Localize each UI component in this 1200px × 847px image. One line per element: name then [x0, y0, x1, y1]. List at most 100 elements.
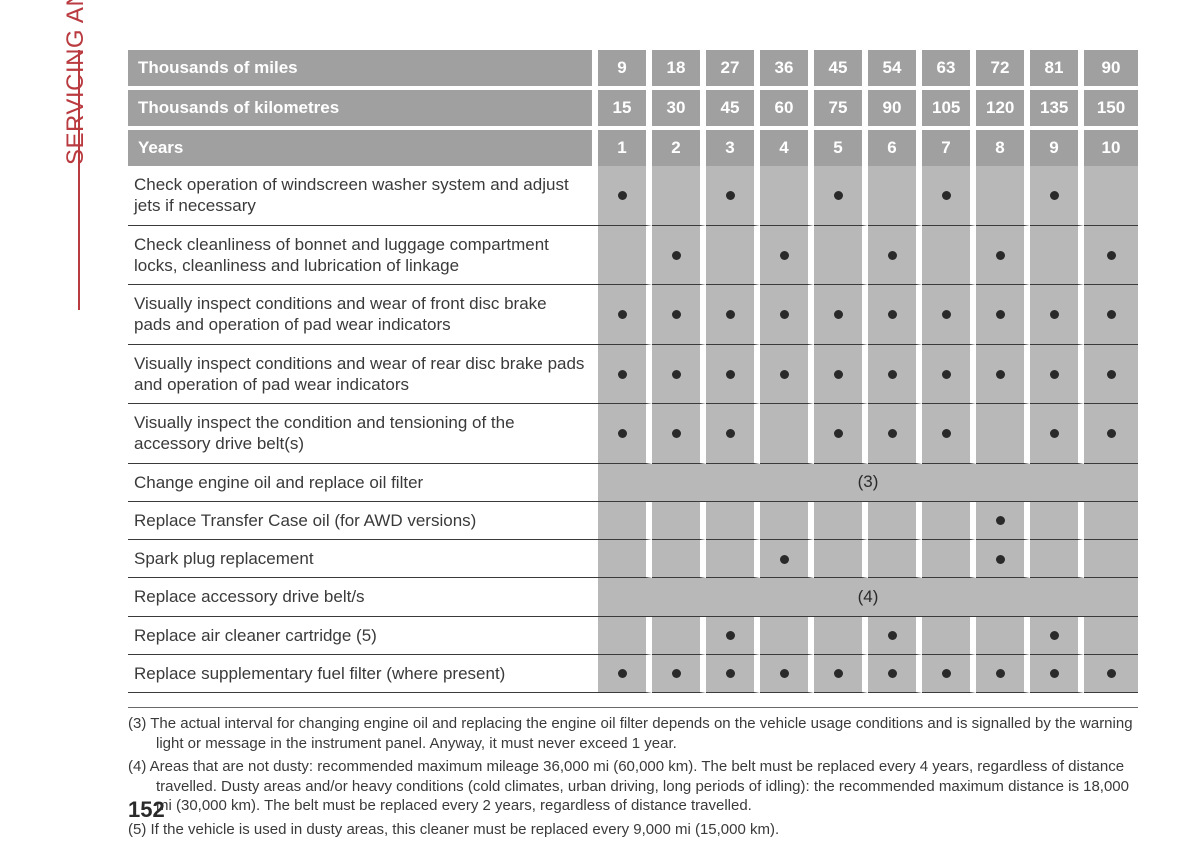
dot-icon: [618, 310, 627, 319]
table-header-value: 10: [1084, 126, 1138, 166]
service-mark-cell: [706, 502, 760, 540]
service-mark-cell: [922, 404, 976, 464]
service-mark-cell: [814, 617, 868, 655]
service-mark-cell: [976, 540, 1030, 578]
dot-icon: [780, 310, 789, 319]
service-mark-cell: [598, 285, 652, 345]
dot-icon: [780, 555, 789, 564]
service-mark-cell: [1084, 345, 1138, 405]
service-mark-cell: [814, 655, 868, 693]
table-header-row: Years12345678910: [128, 126, 1138, 166]
service-mark-cell: [868, 502, 922, 540]
service-mark-cell: [1030, 226, 1084, 286]
service-mark-cell: [922, 285, 976, 345]
service-mark-cell: [814, 404, 868, 464]
service-schedule-table: Thousands of miles9182736455463728190Tho…: [128, 50, 1138, 693]
service-item-label: Check operation of windscreen washer sys…: [128, 166, 598, 226]
table-row: Visually inspect the condition and tensi…: [128, 404, 1138, 464]
dot-icon: [942, 429, 951, 438]
service-mark-cell: [868, 285, 922, 345]
service-mark-cell: [922, 226, 976, 286]
page-content: Thousands of miles9182736455463728190Tho…: [128, 50, 1138, 843]
dot-icon: [726, 191, 735, 200]
dot-icon: [996, 669, 1005, 678]
service-mark-cell: [652, 540, 706, 578]
dot-icon: [726, 310, 735, 319]
dot-icon: [780, 370, 789, 379]
footnote: (5) If the vehicle is used in dusty area…: [128, 820, 1138, 840]
service-mark-cell: [922, 655, 976, 693]
service-mark-cell: [706, 285, 760, 345]
service-mark-cell: [1030, 345, 1084, 405]
service-item-label: Replace supplementary fuel filter (where…: [128, 655, 598, 693]
dot-icon: [672, 370, 681, 379]
service-item-label: Spark plug replacement: [128, 540, 598, 578]
service-mark-cell: [922, 502, 976, 540]
service-mark-cell: [706, 226, 760, 286]
table-header-value: 9: [598, 50, 652, 86]
service-mark-cell: [868, 345, 922, 405]
service-mark-cell: [652, 226, 706, 286]
table-header-value: 36: [760, 50, 814, 86]
service-mark-cell: [1030, 404, 1084, 464]
dot-icon: [726, 631, 735, 640]
service-mark-cell: [868, 540, 922, 578]
service-mark-cell: [760, 617, 814, 655]
service-mark-cell: [652, 655, 706, 693]
table-header-value: 81: [1030, 50, 1084, 86]
table-header-value: 7: [922, 126, 976, 166]
dot-icon: [996, 370, 1005, 379]
dot-icon: [1050, 429, 1059, 438]
table-row: Replace supplementary fuel filter (where…: [128, 655, 1138, 693]
service-note-span: (3): [598, 464, 1138, 502]
dot-icon: [1107, 669, 1116, 678]
dot-icon: [1050, 191, 1059, 200]
dot-icon: [942, 310, 951, 319]
table-header-value: 135: [1030, 86, 1084, 126]
service-mark-cell: [706, 655, 760, 693]
dot-icon: [672, 251, 681, 260]
service-mark-cell: [976, 404, 1030, 464]
service-mark-cell: [1030, 540, 1084, 578]
service-mark-cell: [652, 617, 706, 655]
service-mark-cell: [598, 540, 652, 578]
table-header-value: 45: [814, 50, 868, 86]
service-item-label: Visually inspect the condition and tensi…: [128, 404, 598, 464]
service-note-span: (4): [598, 578, 1138, 616]
dot-icon: [888, 310, 897, 319]
service-mark-cell: [652, 166, 706, 226]
table-header-value: 5: [814, 126, 868, 166]
table-header-value: 3: [706, 126, 760, 166]
service-item-label: Replace air cleaner cartridge (5): [128, 617, 598, 655]
table-header-value: 9: [1030, 126, 1084, 166]
service-mark-cell: [706, 345, 760, 405]
dot-icon: [996, 555, 1005, 564]
dot-icon: [672, 669, 681, 678]
service-mark-cell: [598, 617, 652, 655]
table-row: Change engine oil and replace oil filter…: [128, 464, 1138, 502]
service-mark-cell: [1084, 285, 1138, 345]
service-item-label: Check cleanliness of bonnet and luggage …: [128, 226, 598, 286]
dot-icon: [834, 370, 843, 379]
table-header-value: 60: [760, 86, 814, 126]
service-mark-cell: [976, 285, 1030, 345]
table-header-value: 105: [922, 86, 976, 126]
dot-icon: [1107, 429, 1116, 438]
service-mark-cell: [976, 617, 1030, 655]
dot-icon: [942, 669, 951, 678]
table-row: Replace accessory drive belt/s(4): [128, 578, 1138, 616]
dot-icon: [618, 370, 627, 379]
table-header-value: 45: [706, 86, 760, 126]
dot-icon: [888, 669, 897, 678]
dot-icon: [996, 251, 1005, 260]
table-row: Check cleanliness of bonnet and luggage …: [128, 226, 1138, 286]
table-row: Replace Transfer Case oil (for AWD versi…: [128, 502, 1138, 540]
table-header-value: 30: [652, 86, 706, 126]
service-mark-cell: [1084, 166, 1138, 226]
table-header-value: 63: [922, 50, 976, 86]
table-header-value: 4: [760, 126, 814, 166]
table-row: Visually inspect conditions and wear of …: [128, 285, 1138, 345]
dot-icon: [1050, 310, 1059, 319]
table-header-value: 75: [814, 86, 868, 126]
service-mark-cell: [652, 404, 706, 464]
